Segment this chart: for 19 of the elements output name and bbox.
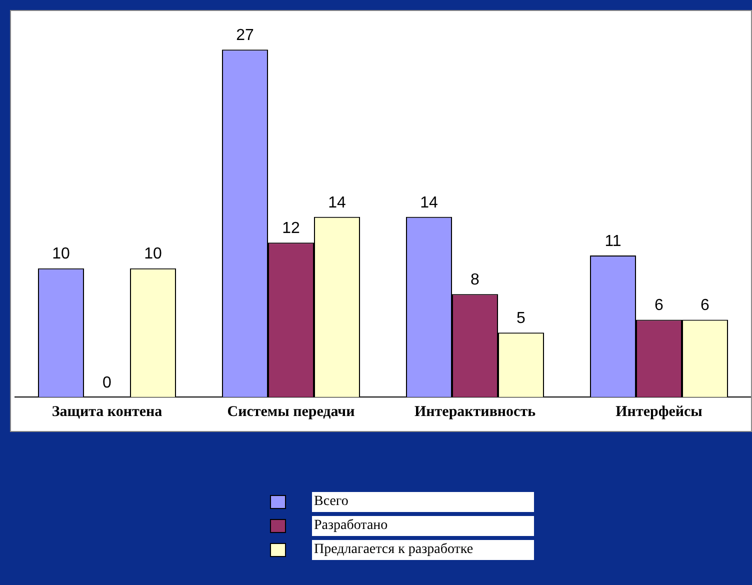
- data-label: 0: [102, 374, 112, 392]
- data-label: 10: [52, 246, 70, 263]
- x-tick-label: Защита контена: [52, 404, 163, 420]
- data-label: 27: [236, 27, 254, 44]
- data-label: 8: [470, 271, 480, 288]
- data-label: 14: [328, 194, 346, 212]
- data-label: 10: [144, 246, 162, 263]
- x-tick-label: Системы передачи: [227, 404, 356, 420]
- data-label: 5: [516, 310, 526, 328]
- x-tick-label: Интерактивность: [414, 404, 536, 420]
- data-label: 14: [420, 194, 438, 212]
- data-label: 6: [654, 297, 664, 314]
- data-label: 11: [604, 232, 622, 250]
- legend-label: Всего: [312, 492, 534, 512]
- legend-label: Предлагается к разработке: [312, 540, 534, 560]
- legend-label: Разработано: [312, 516, 534, 536]
- data-label: 6: [700, 297, 710, 314]
- data-label: 12: [282, 220, 300, 238]
- x-tick-label: Интерфейсы: [616, 404, 703, 420]
